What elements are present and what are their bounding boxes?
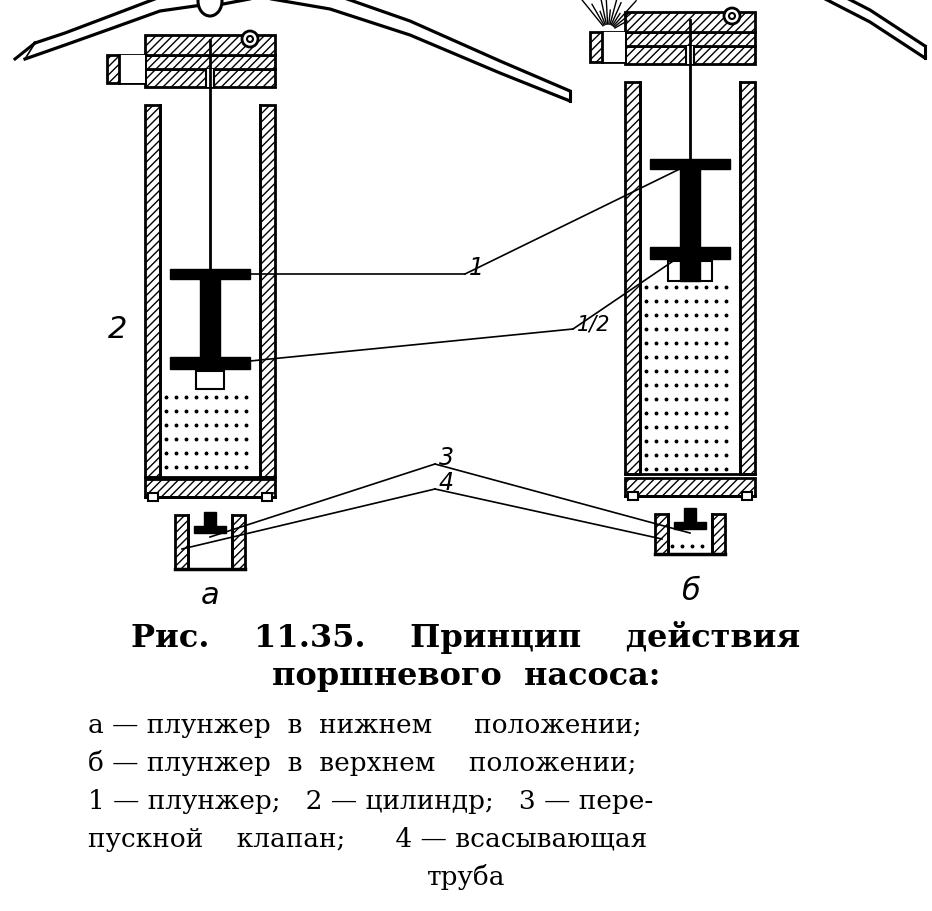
Bar bbox=[196, 372, 224, 390]
Text: труба: труба bbox=[427, 864, 505, 889]
Bar bbox=[232, 516, 245, 569]
Text: пускной    клапан;      4 — всасывающая: пускной клапан; 4 — всасывающая bbox=[88, 826, 647, 851]
Text: а: а bbox=[200, 580, 219, 609]
Text: 4: 4 bbox=[439, 470, 454, 495]
Bar bbox=[625, 83, 640, 475]
Bar bbox=[628, 493, 638, 500]
Text: поршневого  насоса:: поршневого насоса: bbox=[272, 660, 660, 691]
Bar bbox=[602, 33, 625, 63]
Bar bbox=[655, 515, 668, 555]
Bar bbox=[740, 83, 755, 475]
Bar bbox=[206, 70, 214, 87]
Bar bbox=[650, 248, 730, 260]
Bar bbox=[170, 358, 250, 370]
Bar bbox=[684, 508, 696, 522]
Bar bbox=[742, 493, 752, 500]
Ellipse shape bbox=[198, 0, 222, 17]
Bar bbox=[625, 47, 755, 65]
Bar bbox=[625, 478, 755, 496]
Bar bbox=[668, 261, 712, 281]
Text: 1: 1 bbox=[469, 256, 484, 280]
Bar bbox=[145, 479, 275, 497]
Bar bbox=[188, 516, 232, 569]
Bar bbox=[145, 56, 275, 70]
Bar bbox=[650, 159, 730, 169]
Circle shape bbox=[242, 32, 258, 48]
Bar bbox=[145, 106, 160, 477]
Circle shape bbox=[729, 14, 735, 20]
Text: Рис.    11.35.    Принцип    действия: Рис. 11.35. Принцип действия bbox=[131, 620, 801, 654]
Bar bbox=[680, 169, 700, 250]
Bar bbox=[260, 106, 275, 477]
Bar bbox=[107, 56, 145, 84]
Bar bbox=[170, 270, 250, 280]
Text: 2: 2 bbox=[107, 315, 127, 344]
Text: б: б bbox=[680, 577, 699, 606]
Bar bbox=[674, 522, 706, 529]
Bar bbox=[262, 494, 272, 501]
Text: б — плунжер  в  верхнем    положении;: б — плунжер в верхнем положении; bbox=[88, 750, 637, 775]
Bar bbox=[145, 36, 275, 56]
Text: 1/2: 1/2 bbox=[577, 313, 610, 333]
Bar bbox=[194, 527, 226, 534]
Circle shape bbox=[724, 9, 740, 25]
Bar bbox=[119, 56, 145, 84]
Bar bbox=[625, 33, 755, 47]
Bar bbox=[175, 516, 188, 569]
Bar bbox=[680, 261, 700, 281]
Bar bbox=[668, 515, 712, 555]
Bar bbox=[640, 83, 740, 475]
Bar bbox=[145, 70, 275, 87]
Bar bbox=[712, 515, 725, 555]
Text: а — плунжер  в  нижнем     положении;: а — плунжер в нижнем положении; bbox=[88, 712, 641, 737]
Bar bbox=[160, 106, 260, 477]
Bar bbox=[590, 33, 625, 63]
Bar bbox=[686, 47, 694, 65]
Bar bbox=[204, 512, 216, 527]
Bar bbox=[625, 13, 755, 33]
Text: 3: 3 bbox=[439, 445, 454, 469]
Text: 1 — плунжер;   2 — цилиндр;   3 — пере-: 1 — плунжер; 2 — цилиндр; 3 — пере- bbox=[88, 788, 653, 813]
Circle shape bbox=[247, 37, 253, 43]
Bar bbox=[200, 280, 220, 360]
Bar bbox=[148, 494, 158, 501]
